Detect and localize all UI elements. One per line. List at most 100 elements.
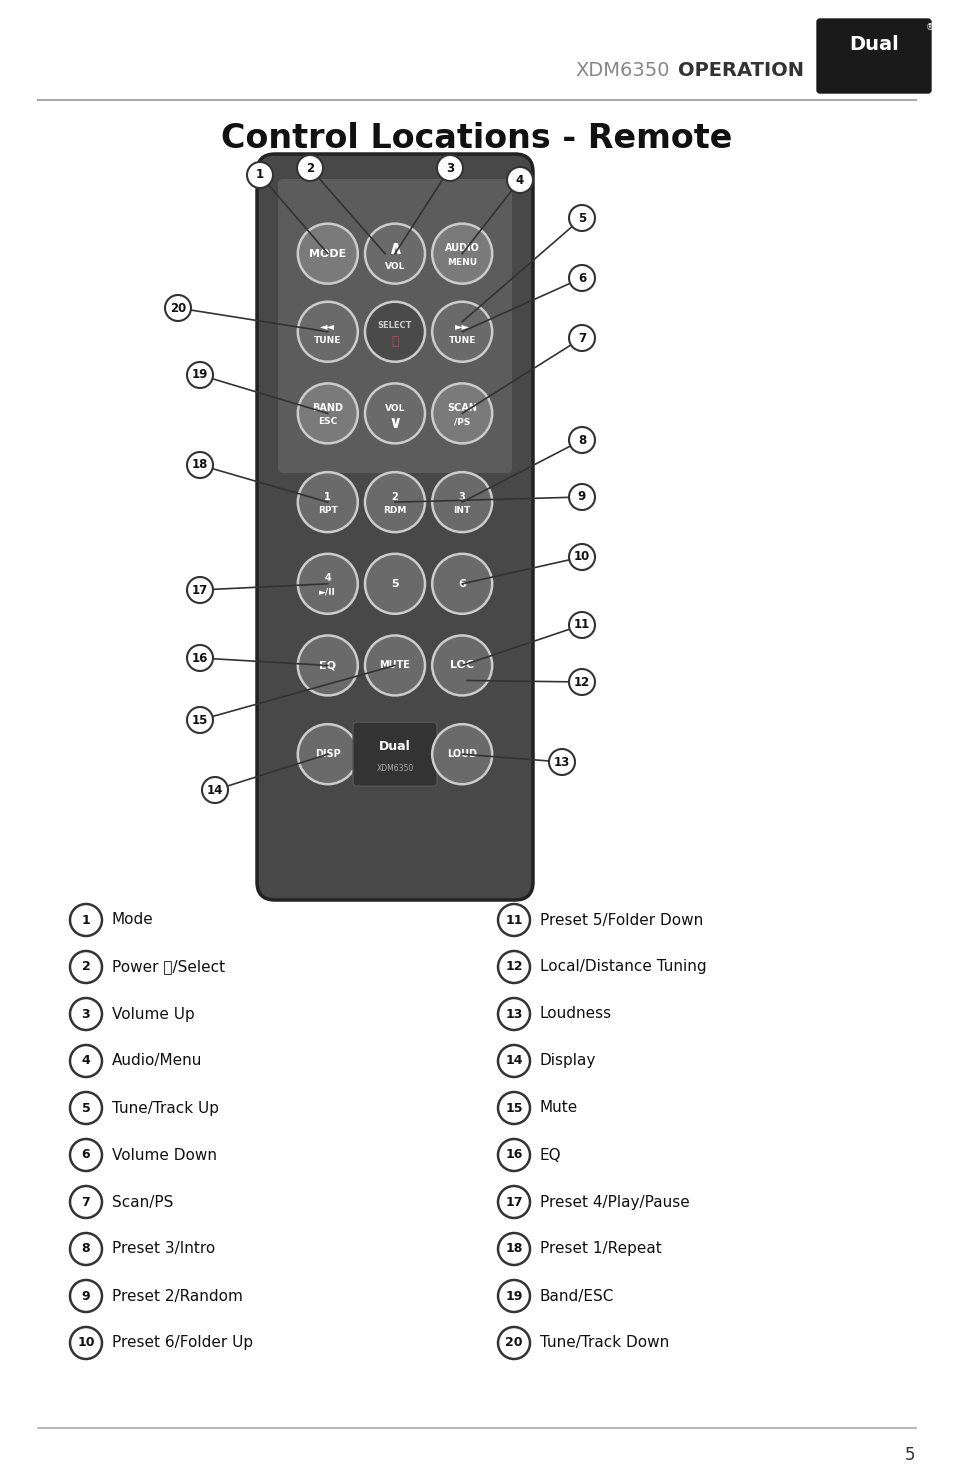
Text: ⏻: ⏻ [391, 335, 398, 348]
Text: Control Locations - Remote: Control Locations - Remote [221, 121, 732, 155]
Circle shape [365, 224, 424, 283]
Circle shape [548, 749, 575, 774]
Text: 4: 4 [516, 174, 523, 186]
Text: BAND: BAND [312, 403, 343, 413]
Text: ESC: ESC [318, 417, 337, 426]
Circle shape [70, 1092, 102, 1124]
Circle shape [568, 266, 595, 291]
Circle shape [247, 162, 273, 187]
Circle shape [497, 1328, 530, 1358]
Circle shape [297, 636, 357, 695]
Text: AUDIO: AUDIO [444, 243, 479, 254]
Text: DISP: DISP [314, 749, 340, 760]
Text: Preset 4/Play/Pause: Preset 4/Play/Pause [539, 1195, 689, 1209]
Text: Audio/Menu: Audio/Menu [112, 1053, 202, 1068]
Text: Dual: Dual [378, 739, 411, 752]
Text: 2: 2 [82, 960, 91, 974]
Circle shape [497, 951, 530, 982]
Circle shape [432, 472, 492, 532]
Circle shape [70, 904, 102, 937]
Circle shape [568, 544, 595, 569]
Text: 19: 19 [192, 369, 208, 382]
Circle shape [436, 155, 462, 181]
Circle shape [432, 636, 492, 695]
Text: ◄◄: ◄◄ [320, 322, 335, 332]
Text: INT: INT [453, 506, 471, 515]
Text: SELECT: SELECT [377, 322, 412, 330]
Text: 3: 3 [445, 161, 454, 174]
Text: 3: 3 [458, 491, 465, 502]
Text: 18: 18 [192, 459, 208, 472]
Circle shape [297, 302, 357, 361]
Circle shape [568, 612, 595, 639]
Text: Scan/PS: Scan/PS [112, 1195, 173, 1209]
Text: 11: 11 [505, 913, 522, 926]
Circle shape [365, 553, 424, 614]
Circle shape [296, 155, 323, 181]
Text: TUNE: TUNE [448, 336, 476, 345]
Text: 5: 5 [391, 578, 398, 589]
Text: RPT: RPT [317, 506, 337, 515]
Text: 16: 16 [192, 652, 208, 665]
Text: MUTE: MUTE [379, 661, 410, 671]
Text: 2: 2 [306, 161, 314, 174]
Text: 2: 2 [392, 491, 398, 502]
Text: 10: 10 [77, 1336, 94, 1350]
Circle shape [365, 636, 424, 695]
Text: 17: 17 [192, 584, 208, 596]
Circle shape [432, 553, 492, 614]
Text: 20: 20 [505, 1336, 522, 1350]
Text: RDM: RDM [383, 506, 406, 515]
Text: Volume Up: Volume Up [112, 1006, 194, 1022]
Text: LOC: LOC [450, 661, 474, 671]
Text: 9: 9 [578, 491, 585, 503]
Circle shape [70, 1280, 102, 1311]
Circle shape [568, 324, 595, 351]
Text: SCAN: SCAN [447, 403, 476, 413]
Text: 9: 9 [82, 1289, 91, 1302]
Circle shape [497, 999, 530, 1030]
Text: 6: 6 [82, 1149, 91, 1161]
Circle shape [497, 1186, 530, 1218]
Circle shape [165, 295, 191, 322]
Circle shape [568, 205, 595, 232]
Text: Display: Display [539, 1053, 596, 1068]
Text: 20: 20 [170, 301, 186, 314]
Text: 17: 17 [505, 1196, 522, 1208]
Text: EQ: EQ [319, 661, 336, 671]
Text: 18: 18 [505, 1242, 522, 1255]
Circle shape [297, 553, 357, 614]
Text: ►►: ►► [455, 322, 469, 332]
Circle shape [297, 224, 357, 283]
Circle shape [187, 361, 213, 388]
Text: 7: 7 [578, 332, 585, 345]
Circle shape [202, 777, 228, 802]
Text: 5: 5 [82, 1102, 91, 1115]
Text: ►/II: ►/II [319, 587, 335, 597]
Text: OPERATION: OPERATION [678, 60, 803, 80]
Circle shape [187, 577, 213, 603]
Circle shape [497, 1044, 530, 1077]
Circle shape [568, 484, 595, 510]
Circle shape [432, 224, 492, 283]
Text: Preset 3/Intro: Preset 3/Intro [112, 1242, 215, 1257]
FancyBboxPatch shape [256, 153, 533, 900]
Text: Preset 5/Folder Down: Preset 5/Folder Down [539, 913, 702, 928]
Text: Tune/Track Down: Tune/Track Down [539, 1335, 669, 1351]
Circle shape [70, 1186, 102, 1218]
Text: 14: 14 [505, 1055, 522, 1068]
Circle shape [70, 1139, 102, 1171]
Text: MODE: MODE [309, 249, 346, 258]
Text: VOL: VOL [384, 263, 405, 271]
Circle shape [297, 472, 357, 532]
Text: Power ⏻/Select: Power ⏻/Select [112, 960, 225, 975]
Circle shape [70, 1328, 102, 1358]
Text: 13: 13 [554, 755, 570, 768]
Circle shape [70, 1233, 102, 1266]
Text: XDM6350: XDM6350 [575, 60, 669, 80]
Circle shape [365, 472, 424, 532]
Circle shape [568, 426, 595, 453]
Text: VOL: VOL [384, 404, 405, 413]
Circle shape [365, 384, 424, 444]
Text: 5: 5 [903, 1446, 914, 1465]
